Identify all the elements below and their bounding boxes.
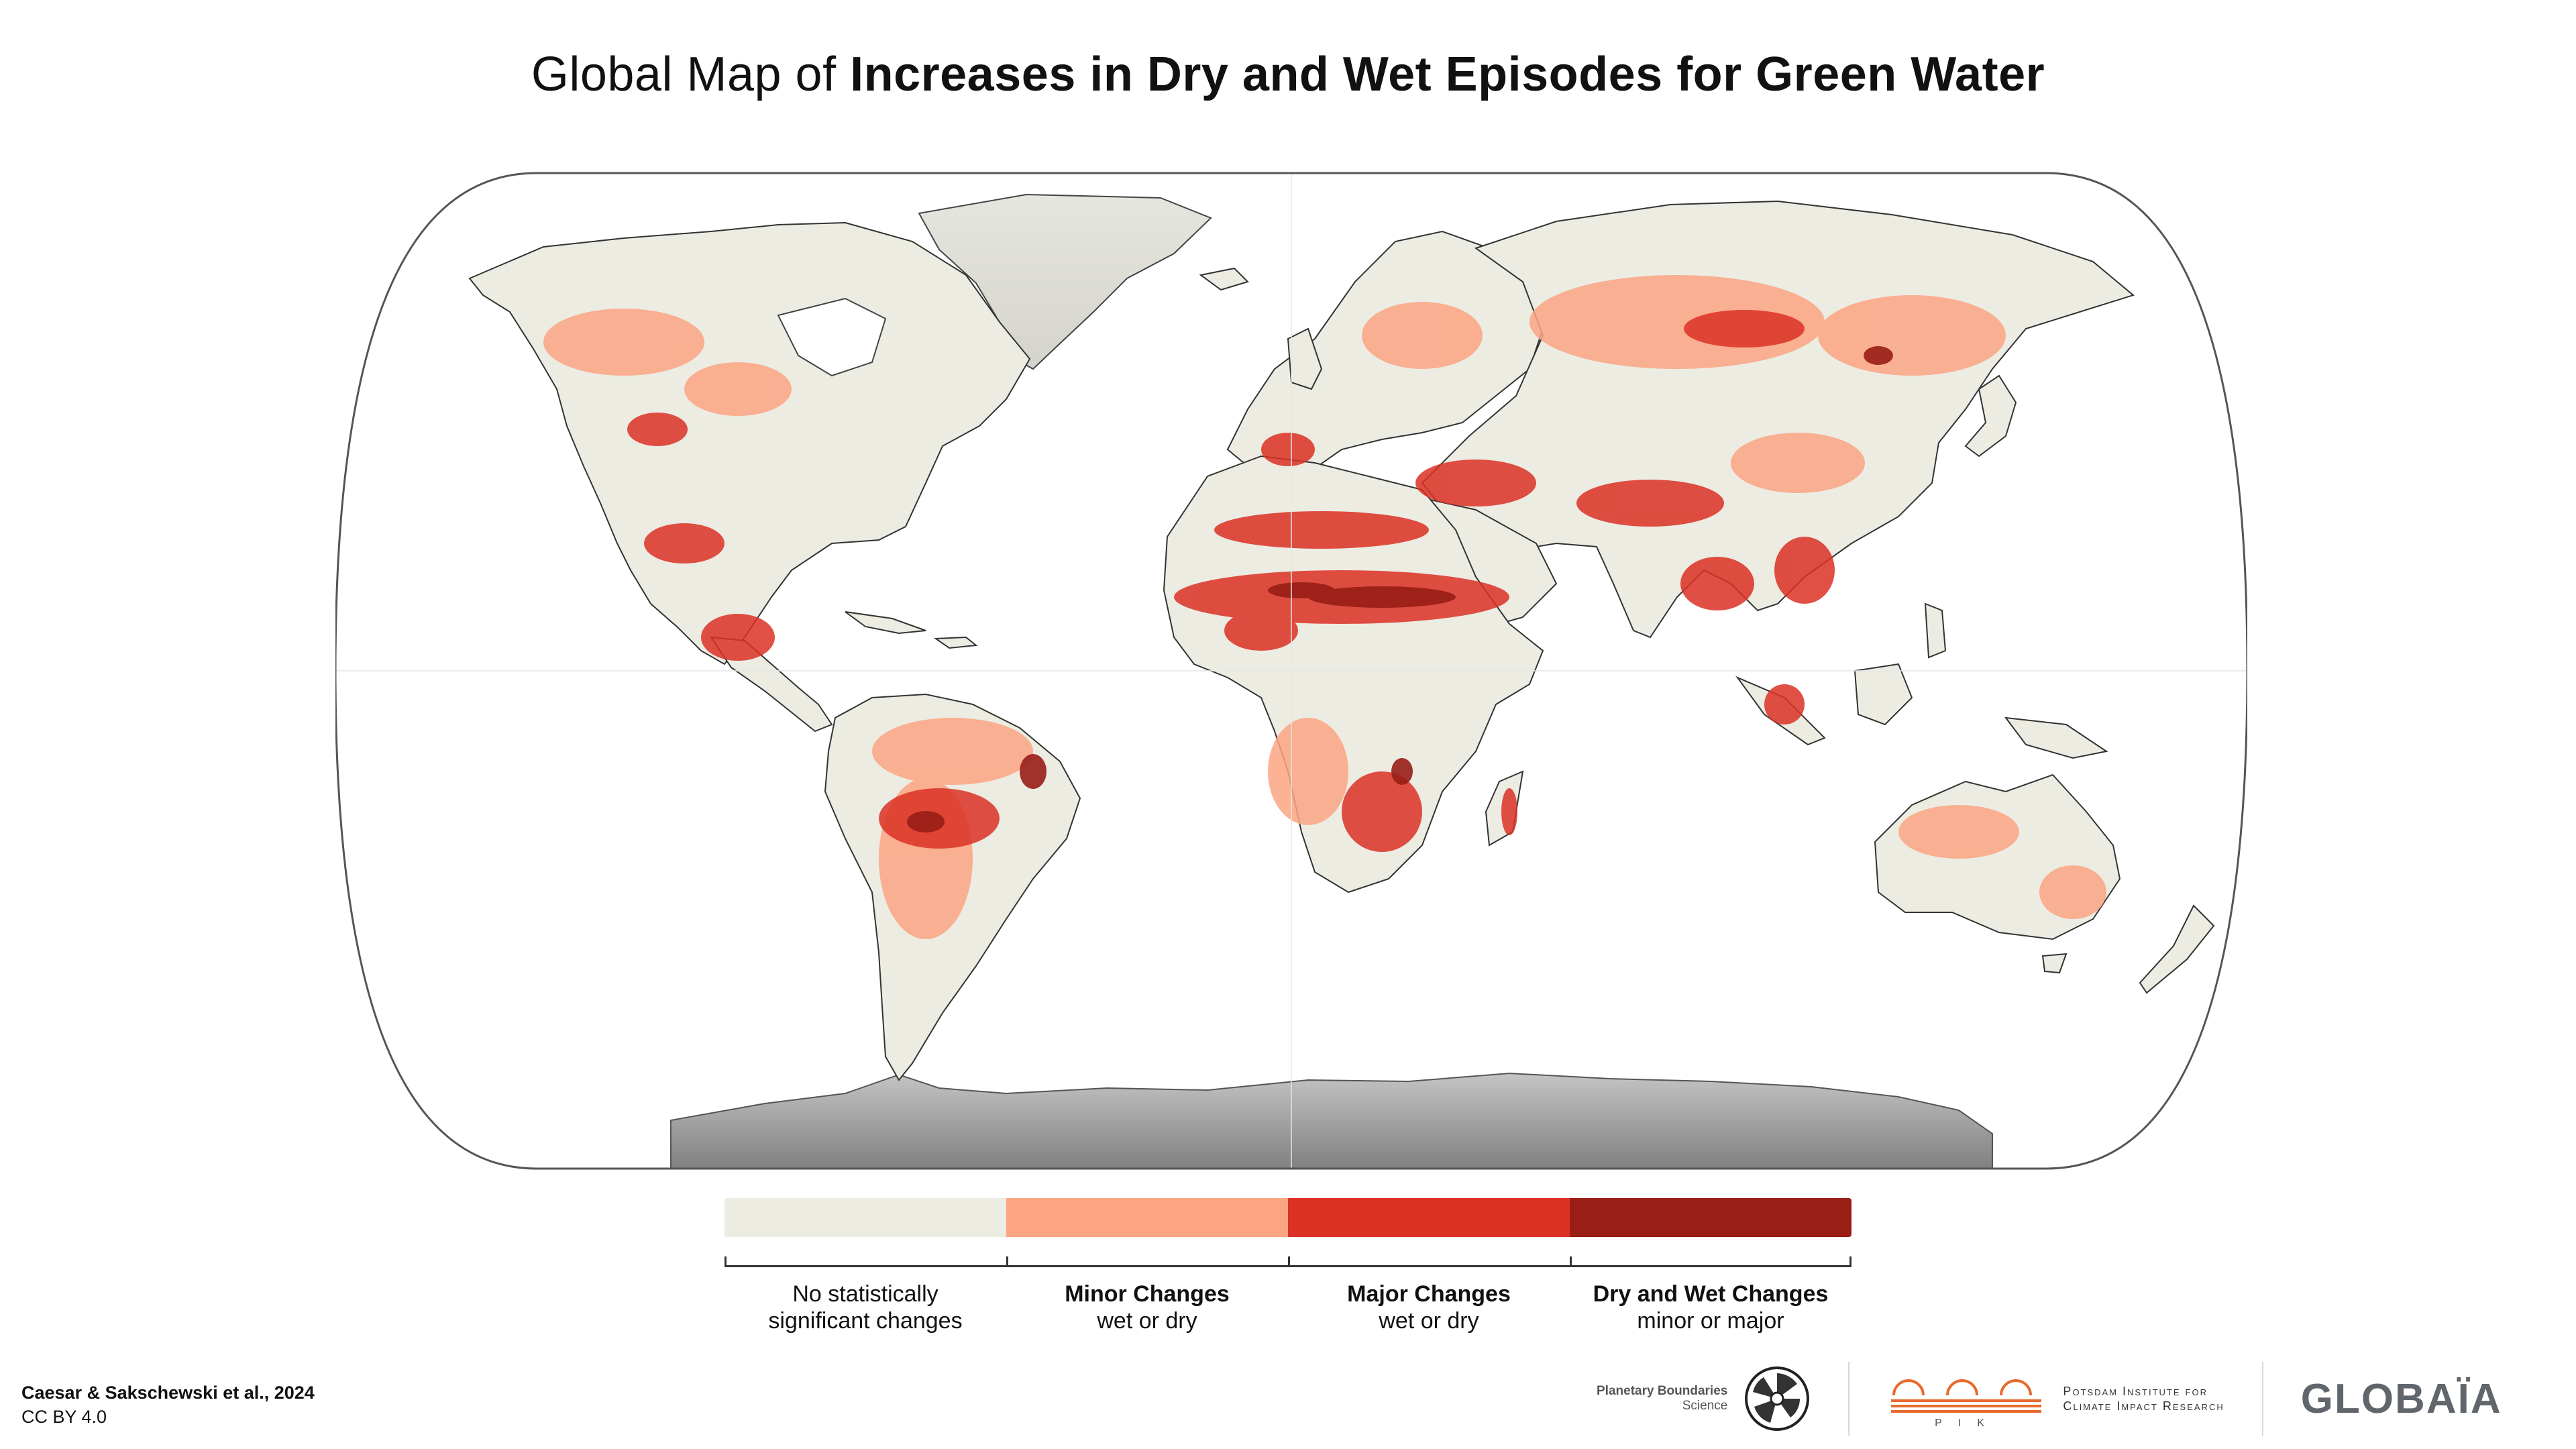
legend: No statistically significant changes Min… [724,1198,1851,1334]
map-frame [335,172,2247,1170]
new-zealand [2139,904,2215,994]
graticule [335,173,2247,1169]
legend-swatch-minor [1006,1198,1288,1237]
title-regular: Global Map of [531,48,851,101]
borneo [1854,663,1913,726]
pik-logo: PIK Potsdam Institute for Climate Impact… [1887,1368,2224,1429]
title-bold: Increases in Dry and Wet Episodes for Gr… [850,48,2045,101]
hispaniola [934,636,978,649]
africa [1163,455,1544,894]
cuba [845,611,926,635]
pik-icon: PIK [1891,1379,2042,1429]
logo-bar: Planetary Boundaries Science [1597,1362,2502,1436]
planetary-boundaries-logo: Planetary Boundaries Science [1597,1365,1811,1432]
legend-label-no-change: No statistically significant changes [768,1281,963,1334]
pik-wordmark: PIK [1935,1417,2000,1429]
world-map [335,168,2247,1174]
greenland [918,193,1212,370]
japan [1964,374,2017,458]
legend-swatch-no-change [724,1198,1006,1237]
legend-label-dry-wet: Dry and Wet Changes minor or major [1593,1281,1829,1334]
iceland [1199,267,1249,291]
legend-axis [724,1246,1851,1267]
map-svg [335,172,2247,1170]
new-guinea [2004,716,2108,759]
license: CC BY 4.0 [21,1407,107,1427]
planetary-boundaries-icon [1745,1366,1810,1431]
central-america [709,636,833,733]
legend-label-major: Major Changes wet or dry [1347,1281,1511,1334]
map-title: Global Map of Increases in Dry and Wet E… [0,47,2576,102]
major-change-areas [627,310,1835,852]
great-britain [1287,327,1323,390]
legend-label-minor: Minor Changes wet or dry [1065,1281,1230,1334]
legend-swatch-dry-wet [1570,1198,1851,1237]
credit: Caesar & Sakschewski et al., 2024 CC BY … [21,1381,315,1429]
antarctica [670,1072,1993,1169]
globaia-logo: GLOBAÏA [2300,1375,2502,1422]
dry-and-wet-change-areas [907,346,1893,833]
legend-color-bar [724,1198,1851,1237]
legend-swatch-major [1288,1198,1570,1237]
citation: Caesar & Sakschewski et al., 2024 [21,1383,315,1403]
philippines [1924,602,1947,659]
tasmania [2041,953,2068,974]
